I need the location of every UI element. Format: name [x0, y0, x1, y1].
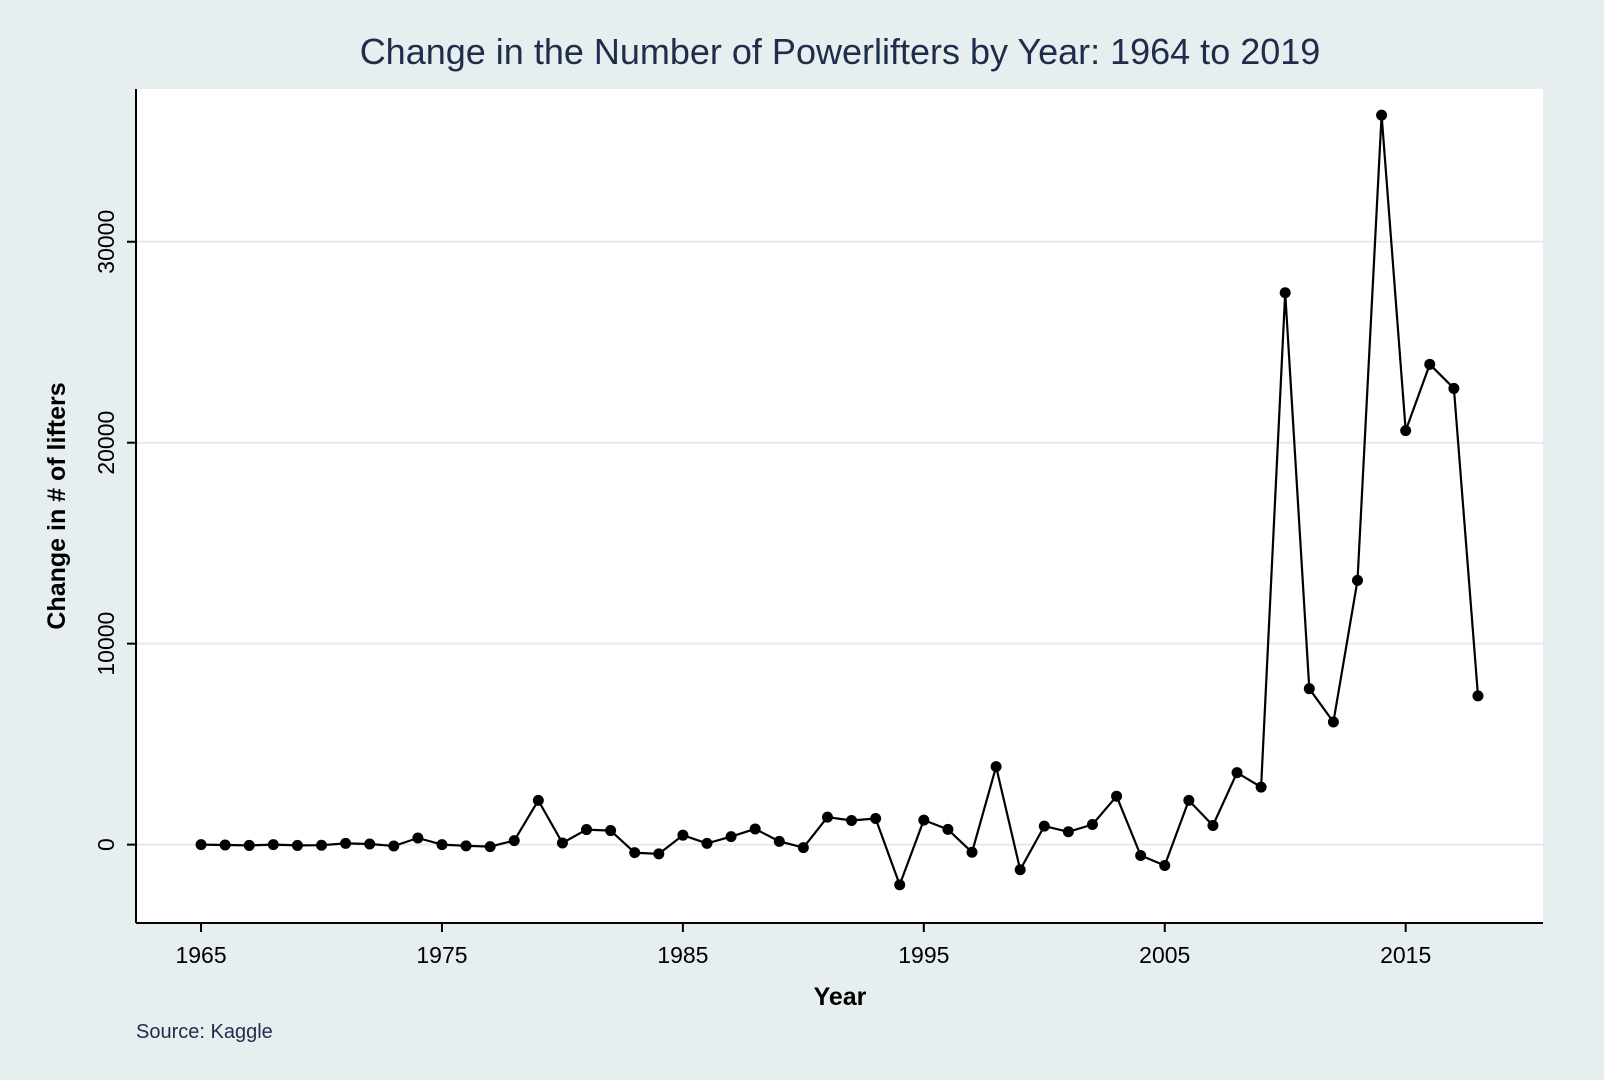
data-point	[1135, 849, 1147, 861]
data-point	[195, 839, 207, 851]
data-point	[605, 825, 617, 837]
y-tick-label: 10000	[93, 612, 119, 676]
data-point	[725, 831, 737, 843]
y-axis-label: Change in # of lifters	[43, 382, 71, 629]
data-point	[1183, 794, 1195, 806]
ticks: 0 10000 20000 30000 1965 1975 1985 1995 2005 2015	[93, 210, 1431, 968]
data-point	[1303, 683, 1315, 695]
data-point	[243, 839, 255, 851]
data-point	[484, 841, 496, 853]
data-point	[966, 846, 978, 858]
data-point	[219, 839, 231, 851]
x-tick-label: 1975	[416, 942, 467, 968]
x-tick-label: 2015	[1380, 942, 1431, 968]
data-point	[1062, 826, 1074, 838]
data-point	[942, 823, 954, 835]
data-point	[677, 829, 689, 841]
data-point	[1327, 716, 1339, 728]
x-axis-label: Year	[814, 983, 867, 1011]
x-tick-label: 1985	[657, 942, 708, 968]
data-point	[773, 835, 785, 847]
data-point	[701, 837, 713, 849]
data-point	[532, 794, 544, 806]
data-point	[990, 761, 1002, 773]
source-note: Source: Kaggle	[136, 1021, 273, 1043]
data-point	[1111, 790, 1123, 802]
data-point	[1086, 819, 1098, 831]
data-point	[340, 837, 352, 849]
data-point	[267, 839, 279, 851]
x-tick-label: 1995	[898, 942, 949, 968]
data-point	[846, 815, 858, 827]
data-point	[1255, 781, 1267, 793]
data-point	[1279, 287, 1291, 299]
data-point	[821, 811, 833, 823]
data-point	[1448, 382, 1460, 394]
chart-title: Change in the Number of Powerlifters by …	[360, 31, 1321, 72]
data-point	[364, 838, 376, 850]
y-tick-label: 0	[93, 838, 119, 851]
data-point	[1038, 820, 1050, 832]
data-point	[1351, 574, 1363, 586]
data-point	[918, 814, 930, 826]
data-point	[1376, 109, 1388, 121]
data-point	[388, 840, 400, 852]
y-tick-label: 30000	[93, 210, 119, 274]
data-point	[556, 837, 568, 849]
data-point	[1400, 425, 1412, 437]
data-point	[316, 839, 328, 851]
data-point	[436, 839, 448, 851]
data-point	[508, 835, 520, 847]
data-point	[460, 840, 472, 852]
data-point	[1424, 358, 1436, 370]
series	[195, 109, 1484, 891]
data-point	[581, 824, 593, 836]
data-point	[629, 847, 641, 859]
axes	[135, 89, 1543, 924]
x-tick-label: 2005	[1139, 942, 1190, 968]
data-point	[1159, 860, 1171, 872]
data-point	[412, 832, 424, 844]
data-point	[1472, 690, 1484, 702]
data-point	[749, 823, 761, 835]
data-point	[797, 842, 809, 854]
data-point	[894, 879, 906, 891]
data-point	[1231, 767, 1243, 779]
data-point	[1207, 820, 1219, 832]
data-point	[291, 839, 303, 851]
data-point	[870, 812, 882, 824]
data-point	[1014, 864, 1026, 876]
data-point	[653, 848, 665, 860]
plot-area	[136, 89, 1543, 923]
x-tick-label: 1965	[175, 942, 226, 968]
y-tick-label: 20000	[93, 411, 119, 475]
